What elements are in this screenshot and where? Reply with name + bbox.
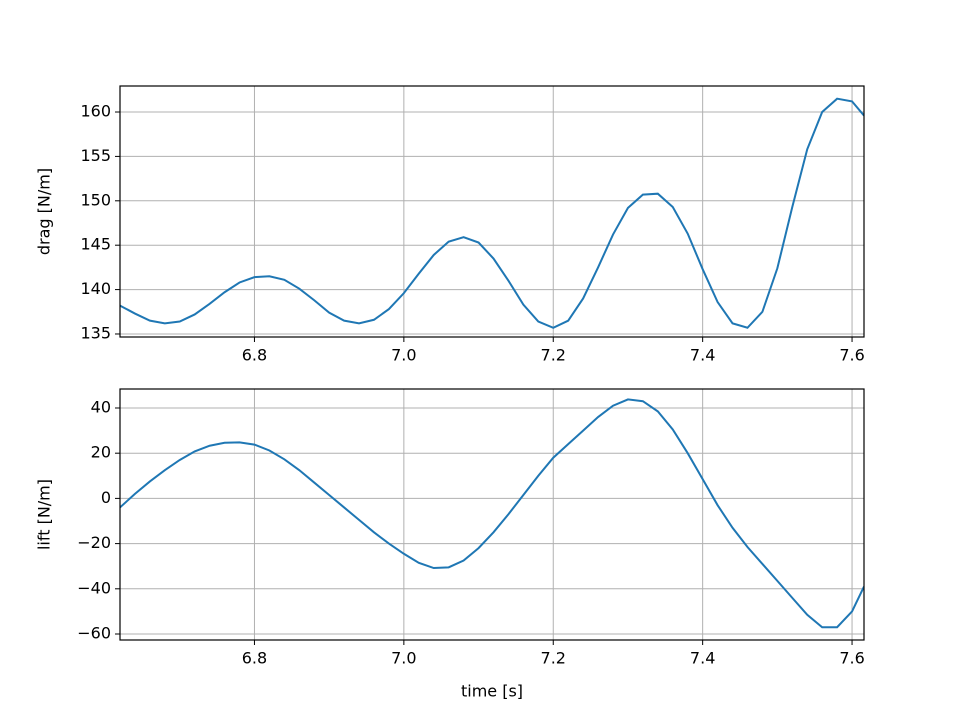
x-tick-label: 7.2: [541, 649, 566, 668]
y-tick-label: 155: [80, 146, 111, 165]
axes-frame: [119, 388, 865, 641]
x-tick-label: 7.0: [391, 346, 416, 365]
x-tick-label: 6.8: [242, 649, 267, 668]
y-tick-label: 135: [80, 323, 111, 342]
y-tick-label: −20: [77, 533, 111, 552]
y-tick-label: 140: [80, 279, 111, 298]
x-axis-label: time [s]: [461, 682, 523, 701]
data-line: [120, 398, 864, 629]
subplot: 6.8 7.0 7.2 7.4 7.6 −60 −40 −20 0 20 40 lift [N/m] t…: [35, 388, 865, 701]
y-tick-label: 160: [80, 102, 111, 121]
x-tick-label: 7.6: [839, 346, 864, 365]
x-tick-label: 7.6: [839, 649, 864, 668]
y-tick-label: 0: [101, 488, 111, 507]
axes-frame: [119, 85, 865, 338]
y-tick-label: 150: [80, 190, 111, 209]
y-tick-label: −60: [77, 624, 111, 643]
y-tick-label: −40: [77, 578, 111, 597]
x-tick-label: 7.2: [541, 346, 566, 365]
y-axis-label: lift [N/m]: [35, 479, 54, 550]
y-tick-label: 145: [80, 235, 111, 254]
y-axis-label: drag [N/m]: [35, 168, 54, 255]
x-tick-label: 6.8: [242, 346, 267, 365]
x-tick-label: 7.0: [391, 649, 416, 668]
x-tick-label: 7.4: [690, 649, 715, 668]
y-tick-label: 40: [91, 397, 111, 416]
y-tick-label: 20: [91, 443, 111, 462]
data-line: [120, 97, 864, 329]
subplot: 6.8 7.0 7.2 7.4 7.6 135 140 145 150 155 160 drag [N…: [35, 85, 865, 365]
x-tick-label: 7.4: [690, 346, 715, 365]
